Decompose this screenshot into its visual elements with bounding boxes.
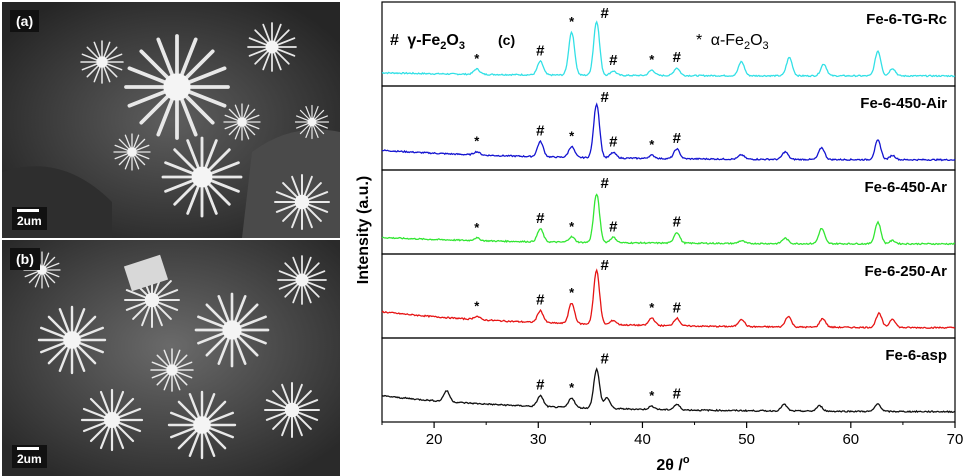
sem-a-panel-label: (a) — [10, 10, 40, 32]
sem-image-b-texture — [2, 240, 340, 476]
peak-marker-1-6: # — [673, 130, 682, 147]
x-tick-label-5: 70 — [947, 431, 964, 448]
peak-marker-2-1: # — [536, 210, 545, 227]
legend-alpha-symbol: * — [696, 32, 702, 49]
peak-marker-3-0: * — [474, 298, 480, 313]
legend-gamma-label: γ-Fe — [407, 32, 440, 49]
legend-gamma-O: O — [446, 32, 458, 49]
xrd-chart: * # * # # * # * # * # # * # * # * # # # * # * # * # # * # * # Fe-6-TG-… — [355, 1, 964, 474]
series-trace-1 — [381, 102, 956, 162]
peak-marker-4-1: * — [569, 380, 575, 395]
series-name-0: Fe-6-TG-Rc — [866, 11, 947, 28]
sem-b-scale-label: 2um — [17, 452, 42, 466]
peak-marker-4-3: * — [649, 388, 655, 403]
peak-marker-3-4: * — [649, 300, 655, 315]
legend-alpha: * α-Fe2O3 — [696, 32, 769, 52]
x-tick-label-2: 40 — [634, 431, 651, 448]
peak-marker-0-6: # — [673, 49, 682, 66]
peak-marker-0-3: # — [600, 5, 609, 22]
x-axis-label-degree: o — [683, 454, 690, 466]
peak-marker-0-1: # — [536, 42, 545, 59]
peak-marker-0-4: # — [609, 52, 618, 69]
peak-marker-1-0: * — [474, 134, 480, 149]
x-tick-label-1: 30 — [530, 431, 547, 448]
series-name-1: Fe-6-450-Air — [860, 95, 947, 112]
series-name-2: Fe-6-450-Ar — [864, 179, 947, 196]
peak-marker-1-5: * — [649, 137, 655, 152]
peak-marker-4-0: # — [536, 377, 545, 394]
subplot-frame-4 — [381, 337, 956, 423]
legend-alpha-sub3: 3 — [763, 40, 769, 52]
peak-marker-1-3: # — [600, 89, 609, 106]
peak-marker-0-2: * — [569, 14, 575, 29]
series-trace-3 — [381, 268, 956, 330]
peak-marker-2-4: # — [609, 218, 618, 235]
sem-image-a-texture — [2, 2, 340, 238]
x-tick-label-0: 20 — [426, 431, 443, 448]
peak-marker-1-1: # — [536, 123, 545, 140]
chart-panel-label: (c) — [498, 32, 515, 48]
x-axis-label-main: 2θ / — [656, 457, 683, 474]
sem-b-panel-label: (b) — [10, 248, 40, 270]
legend-gamma-sub2: 2 — [440, 40, 446, 52]
legend-gamma-symbol: # — [390, 32, 399, 49]
sem-image-a: (a) 2um — [2, 2, 340, 238]
legend-gamma: # γ-Fe2O3 — [390, 32, 465, 52]
legend-gamma-sub3: 3 — [459, 40, 465, 52]
series-name-3: Fe-6-250-Ar — [864, 263, 947, 280]
x-tick-label-4: 60 — [842, 431, 859, 448]
peak-marker-2-2: * — [569, 219, 575, 234]
series-trace-0 — [381, 20, 956, 78]
peak-marker-4-4: # — [673, 385, 682, 402]
peak-marker-1-4: # — [609, 134, 618, 151]
peak-marker-0-0: * — [474, 51, 480, 66]
x-tick-label-3: 50 — [738, 431, 755, 448]
y-axis-label: Intensity (a.u.) — [355, 176, 372, 284]
legend-alpha-label: α-Fe — [711, 32, 744, 49]
legend-alpha-sub2: 2 — [744, 40, 750, 52]
sem-image-b: (b) 2um — [2, 240, 340, 476]
peak-marker-2-3: # — [600, 175, 609, 192]
x-axis-label: 2θ /o — [656, 454, 689, 474]
series-trace-2 — [381, 193, 956, 246]
legend-alpha-O: O — [750, 32, 762, 49]
peak-marker-2-5: # — [673, 213, 682, 230]
peak-marker-3-1: # — [536, 292, 545, 309]
series-name-4: Fe-6-asp — [885, 347, 947, 364]
peak-marker-3-5: # — [673, 299, 682, 316]
sem-a-scale-bar: 2um — [12, 207, 47, 230]
peak-marker-2-0: * — [474, 220, 480, 235]
peak-marker-3-2: * — [569, 285, 575, 300]
peak-marker-1-2: * — [569, 129, 575, 144]
peak-marker-3-3: # — [600, 257, 609, 274]
sem-b-scale-bar: 2um — [12, 445, 47, 468]
peak-marker-0-5: * — [649, 52, 655, 67]
peak-marker-4-2: # — [600, 350, 609, 367]
sem-a-scale-label: 2um — [17, 214, 42, 228]
series-trace-4 — [381, 367, 956, 414]
